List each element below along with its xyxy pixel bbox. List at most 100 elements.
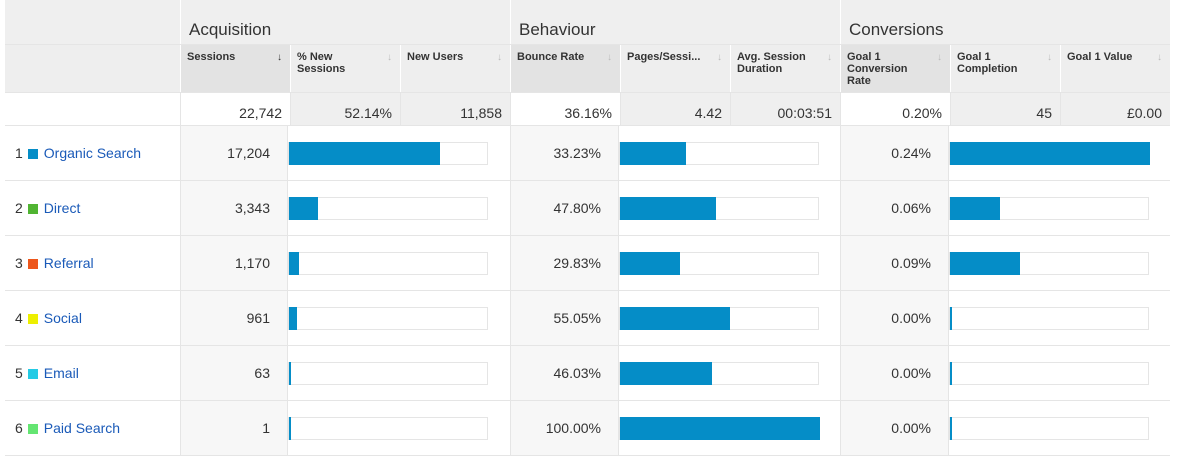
sessions-value: 63 — [180, 346, 287, 400]
bar-track — [619, 362, 819, 385]
total-value: 0.20% — [840, 93, 950, 125]
goal-completion-bar — [948, 291, 1170, 345]
table-row: 2 Direct 3,343 47.80% 0.06% — [5, 181, 1170, 236]
channel-link[interactable]: Social — [43, 310, 82, 326]
total-value: £0.00 — [1060, 93, 1170, 125]
legend-swatch-icon — [27, 204, 38, 214]
bar-fill — [289, 142, 441, 165]
sessions-bar — [287, 236, 510, 290]
totals-row: 22,742 52.14% 11,858 36.16% 4.42 00:03:51 0.20… — [5, 93, 1170, 126]
column-label: New Users — [407, 51, 464, 63]
channel-link[interactable]: Direct — [43, 200, 81, 216]
sessions-bar — [287, 291, 510, 345]
bounce-rate-value: 29.83% — [510, 236, 618, 290]
sessions-value: 961 — [180, 291, 287, 345]
column-label: Bounce Rate — [517, 51, 585, 63]
sort-arrow-icon[interactable]: ↓ — [827, 52, 832, 63]
bar-track — [949, 142, 1150, 165]
column-header-sessions[interactable]: Sessions ↓ — [180, 45, 290, 92]
legend-swatch-icon — [27, 259, 38, 269]
goal-completion-bar — [948, 236, 1170, 290]
table-row: 5 Email 63 46.03% 0.00% — [5, 346, 1170, 401]
row-index: 4 — [15, 310, 23, 326]
column-header-pages-sessi[interactable]: Pages/Sessi... ↓ — [620, 45, 730, 92]
sort-arrow-icon[interactable]: ↓ — [937, 52, 942, 63]
bounce-rate-bar — [618, 291, 840, 345]
bar-fill — [950, 197, 1000, 220]
sessions-value: 1,170 — [180, 236, 287, 290]
bounce-rate-value: 47.80% — [510, 181, 618, 235]
table-row: 4 Social 961 55.05% 0.00% — [5, 291, 1170, 346]
conversion-rate-value: 0.00% — [840, 401, 948, 455]
dimension-cell: 5 Email — [5, 346, 180, 400]
sort-arrow-icon[interactable]: ↓ — [1157, 52, 1162, 63]
column-header-goal-1-value[interactable]: Goal 1 Value ↓ — [1060, 45, 1170, 92]
sort-arrow-icon[interactable]: ↓ — [1047, 52, 1052, 63]
table-row: 6 Paid Search 1 100.00% 0.00% — [5, 401, 1170, 456]
total-value: 36.16% — [510, 93, 620, 125]
column-header-goal-1-completion[interactable]: Goal 1 Completion ↓ — [950, 45, 1060, 92]
column-label: Goal 1 Value — [1067, 51, 1133, 63]
column-label: Goal 1 Conversion Rate — [847, 51, 908, 87]
channel-link[interactable]: Email — [43, 365, 79, 381]
sort-arrow-icon[interactable]: ↓ — [607, 52, 612, 63]
column-header--new-sessions[interactable]: % New Sessions ↓ — [290, 45, 400, 92]
column-header-avg-session-duration[interactable]: Avg. Session Duration ↓ — [730, 45, 840, 92]
bounce-rate-bar — [618, 126, 840, 180]
row-index: 6 — [15, 420, 23, 436]
total-value: 45 — [950, 93, 1060, 125]
bar-fill — [289, 307, 298, 330]
legend-swatch-icon — [27, 369, 38, 379]
bar-fill — [950, 142, 1150, 165]
group-acquisition: Acquisition — [180, 0, 510, 44]
sessions-bar — [287, 401, 510, 455]
column-header-goal-1-conversion-rate[interactable]: Goal 1 Conversion Rate ↓ — [840, 45, 950, 92]
column-header-new-users[interactable]: New Users ↓ — [400, 45, 510, 92]
bounce-rate-value: 46.03% — [510, 346, 618, 400]
bar-track — [949, 307, 1149, 330]
bar-track — [949, 252, 1149, 275]
column-label: Goal 1 Completion — [957, 51, 1018, 75]
total-value: 00:03:51 — [730, 93, 840, 125]
row-index: 3 — [15, 255, 23, 271]
column-label: Avg. Session Duration — [737, 51, 806, 75]
bounce-rate-bar — [618, 181, 840, 235]
total-value: 11,858 — [400, 93, 510, 125]
bar-fill — [620, 252, 680, 275]
row-index: 2 — [15, 200, 23, 216]
sort-arrow-icon[interactable]: ↓ — [717, 52, 722, 63]
total-value: 22,742 — [180, 93, 290, 125]
bar-track — [619, 307, 819, 330]
column-header-bounce-rate[interactable]: Bounce Rate ↓ — [510, 45, 620, 92]
bounce-rate-value: 100.00% — [510, 401, 618, 455]
dimension-cell: 1 Organic Search — [5, 126, 180, 180]
sort-arrow-icon[interactable]: ↓ — [277, 52, 282, 63]
bar-track — [288, 197, 488, 220]
column-label: % New Sessions — [297, 51, 346, 75]
bar-fill — [620, 142, 687, 165]
channel-link[interactable]: Referral — [43, 255, 94, 271]
table-row: 1 Organic Search 17,204 33.23% 0.24% — [5, 126, 1170, 181]
bar-track — [619, 252, 819, 275]
total-value: 4.42 — [620, 93, 730, 125]
conversion-rate-value: 0.00% — [840, 346, 948, 400]
goal-completion-bar — [948, 126, 1170, 180]
bar-fill — [950, 252, 1020, 275]
channel-link[interactable]: Organic Search — [43, 145, 142, 161]
goal-completion-bar — [948, 181, 1170, 235]
bounce-rate-value: 33.23% — [510, 126, 618, 180]
sort-arrow-icon[interactable]: ↓ — [497, 52, 502, 63]
bar-track — [619, 197, 819, 220]
conversion-rate-value: 0.06% — [840, 181, 948, 235]
channel-link[interactable]: Paid Search — [43, 420, 121, 436]
bar-fill — [620, 197, 716, 220]
column-label: Pages/Sessi... — [627, 51, 701, 63]
dimension-cell: 3 Referral — [5, 236, 180, 290]
conversion-rate-value: 0.24% — [840, 126, 948, 180]
bar-track — [949, 197, 1149, 220]
bar-track — [949, 417, 1149, 440]
sort-arrow-icon[interactable]: ↓ — [387, 52, 392, 63]
goal-completion-bar — [948, 346, 1170, 400]
sessions-value: 3,343 — [180, 181, 287, 235]
